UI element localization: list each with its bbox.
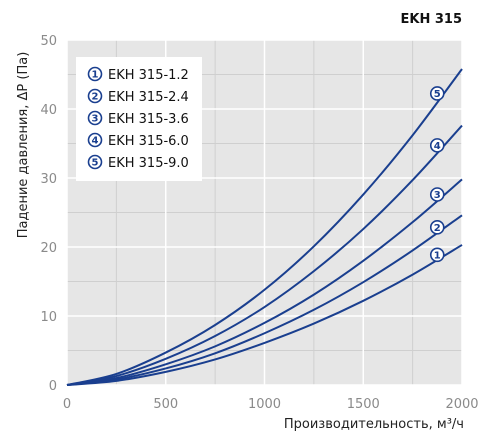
legend-label-1: EKH 315-1.2 (108, 68, 189, 83)
x-tick-label: 2000 (445, 397, 478, 412)
x-tick-label: 500 (153, 397, 178, 412)
series-marker-label-4: 4 (434, 141, 441, 152)
legend-label-3: EKH 315-3.6 (108, 112, 189, 127)
series-lines (66, 68, 463, 386)
legend-marker-label-5: 5 (92, 158, 99, 169)
series-marker-label-1: 1 (434, 250, 441, 261)
series-line-5 (66, 68, 463, 386)
y-tick-label: 0 (49, 379, 57, 394)
legend-marker-label-2: 2 (92, 92, 99, 103)
legend-marker-4 (87, 132, 103, 148)
series-marker-1 (429, 247, 445, 263)
series-marker-3 (429, 187, 445, 202)
y-tick-label: 30 (40, 172, 57, 187)
y-tick-label: 50 (40, 34, 57, 49)
series-line-3 (66, 178, 463, 386)
legend: 1 EKH 315-1.2 2 EKH 315-2.4 3 EKH 315-3.6 4 EKH… (76, 57, 202, 181)
legend-marker-label-1: 1 (92, 70, 99, 81)
x-tick-label: 1500 (347, 397, 380, 412)
series-marker-label-5: 5 (434, 89, 441, 100)
series-marker-4 (429, 138, 445, 153)
legend-marker-label-3: 3 (92, 114, 99, 125)
y-tick-label: 20 (40, 241, 57, 256)
series-markers: 1 2 3 4 5 (429, 86, 445, 263)
series-marker-label-3: 3 (434, 190, 441, 201)
x-tick-label: 1000 (248, 397, 281, 412)
legend-marker-5 (87, 154, 103, 170)
series-line-1 (66, 244, 463, 386)
legend-marker-1 (87, 66, 103, 82)
series-marker-5 (429, 86, 445, 101)
legend-marker-label-4: 4 (92, 136, 99, 147)
series-line-2 (66, 214, 463, 386)
series-marker-label-2: 2 (434, 223, 441, 234)
x-tick-label: 0 (63, 397, 71, 412)
legend-label-5: EKH 315-9.0 (108, 156, 189, 171)
series-line-4 (66, 124, 463, 386)
legend-marker-3 (87, 110, 103, 126)
y-axis-label: Падение давления, ΔP (Па) (16, 52, 31, 239)
legend-marker-2 (87, 88, 103, 104)
y-tick-label: 40 (40, 103, 57, 118)
series-marker-2 (429, 220, 445, 235)
legend-label-4: EKH 315-6.0 (108, 134, 189, 149)
y-tick-label: 10 (40, 310, 57, 325)
chart-title: EKH 315 (401, 12, 463, 27)
legend-label-2: EKH 315-2.4 (108, 90, 189, 105)
tick-labels: 0 500 1000 1500 2000 0 10 20 30 40 50 (40, 34, 478, 412)
x-axis-label: Производительность, м³/ч (284, 417, 464, 432)
